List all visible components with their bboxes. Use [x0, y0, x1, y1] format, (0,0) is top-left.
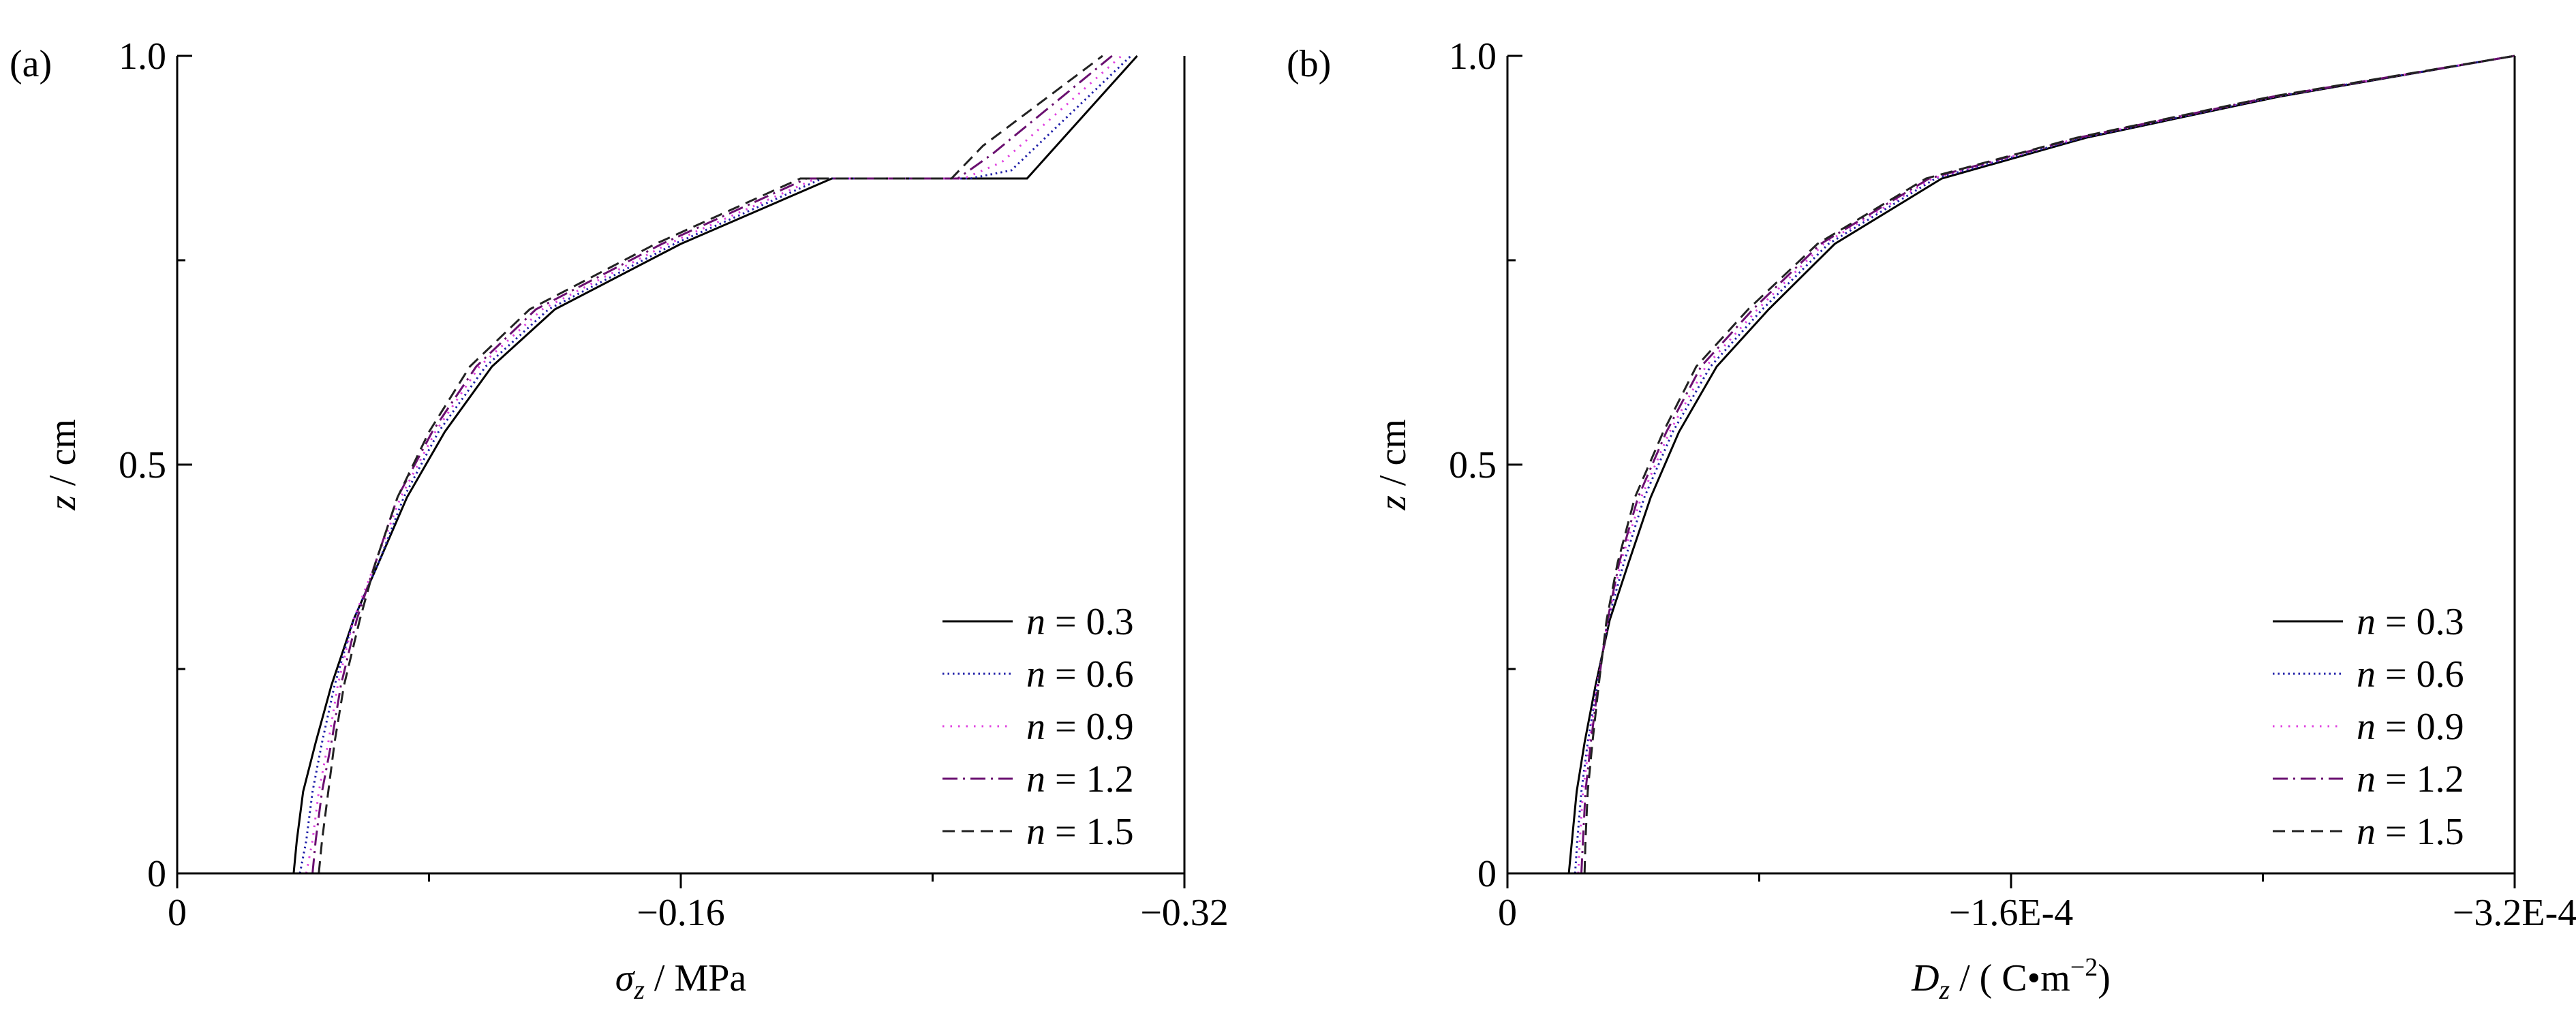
- y-axis-label: z / cm: [42, 419, 84, 511]
- legend-label-2: n = 0.6: [1026, 653, 1134, 696]
- series-line-5: [1583, 55, 2515, 874]
- legend-label-4: n = 1.2: [2357, 758, 2464, 800]
- y-tick-label: 0: [1477, 853, 1497, 895]
- x-tick-label: −0.32: [1140, 892, 1229, 934]
- legend-label-1: n = 0.3: [2357, 601, 2464, 643]
- legend-label-5: n = 1.5: [2357, 811, 2464, 853]
- panel-label: (b): [1287, 43, 1331, 85]
- legend-label-3: n = 0.9: [2357, 706, 2464, 748]
- series-line-3: [1577, 55, 2515, 874]
- x-tick-label: 0: [168, 892, 187, 934]
- legend-label-5: n = 1.5: [1026, 811, 1134, 853]
- legend-label-3: n = 0.9: [1026, 706, 1134, 748]
- legend: n = 0.3 n = 0.6 n = 0.9 n = 1.2 n = 1.5: [2273, 601, 2464, 853]
- series-line-2: [298, 55, 1132, 874]
- panel-label: (a): [10, 43, 52, 85]
- series-line-2: [1574, 55, 2515, 874]
- series-line-4: [1580, 55, 2515, 874]
- y-tick-label: 1.0: [119, 35, 166, 78]
- y-tick-label: 1.0: [1449, 35, 1497, 78]
- x-tick-label: −3.2E-4: [2453, 892, 2576, 934]
- x-tick-label: 0: [1498, 892, 1517, 934]
- x-axis-label: σz / MPa: [615, 957, 747, 1005]
- legend-label-1: n = 0.3: [1026, 601, 1134, 643]
- legend: n = 0.3 n = 0.6 n = 0.9 n = 1.2 n = 1.5: [942, 601, 1134, 853]
- x-tick-label: −1.6E-4: [1949, 892, 2073, 934]
- x-tick-label: −0.16: [637, 892, 725, 934]
- y-tick-label: 0: [147, 853, 166, 895]
- x-axis-label: Dz / ( C•m−2): [1911, 953, 2111, 1005]
- legend-label-2: n = 0.6: [2357, 653, 2464, 696]
- chart-panel-1: (a) 0 −0.16 −0.32 0 0.5 1.0 σz / MPa z / cm n = 0…: [10, 35, 1229, 1005]
- y-axis-label: z / cm: [1372, 419, 1414, 511]
- y-tick-label: 0.5: [1449, 444, 1497, 486]
- chart-panel-2: (b) 0 −1.6E-4 −3.2E-4 0 0.5 1.0 Dz / ( C•m−2) z …: [1287, 35, 2576, 1005]
- series-line-5: [318, 55, 1103, 874]
- series-line-1: [1567, 55, 2515, 874]
- legend-label-4: n = 1.2: [1026, 758, 1134, 800]
- y-tick-label: 0.5: [119, 444, 166, 486]
- series-line-1: [292, 55, 1138, 874]
